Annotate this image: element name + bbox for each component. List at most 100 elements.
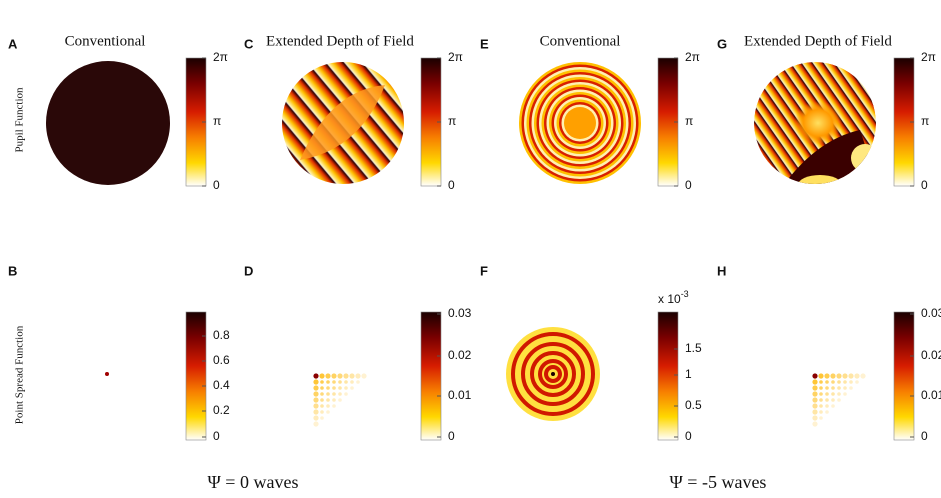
ring <box>521 342 585 406</box>
colorbar-tick: 0.01 <box>921 388 941 402</box>
colorbar-tick: 0.02 <box>448 348 472 362</box>
ring <box>511 332 595 416</box>
exponent-base: x 10 <box>658 292 681 306</box>
dot <box>320 398 324 402</box>
panel-title: Extended Depth of Field <box>266 33 414 49</box>
dot <box>332 404 336 408</box>
dot <box>831 392 835 396</box>
panel-label: F <box>480 263 488 278</box>
colorbar-tick: π <box>448 114 456 128</box>
dot <box>825 410 829 414</box>
dot <box>313 373 319 379</box>
colorbar-tick: π <box>921 114 929 128</box>
dot <box>825 392 829 396</box>
dot <box>313 415 319 421</box>
colorbar <box>185 311 207 441</box>
colorbar-tick: 0 <box>448 178 455 192</box>
dot <box>831 380 835 384</box>
dot <box>313 397 319 403</box>
colorbar-tick: 0.4 <box>213 378 230 392</box>
dot <box>326 392 330 396</box>
colorbar-tick: 0 <box>213 429 220 443</box>
panel-label: C <box>244 36 254 51</box>
dot <box>349 373 355 379</box>
dot <box>320 392 324 396</box>
colorbar-tick: 0 <box>921 178 928 192</box>
dot <box>313 409 319 415</box>
colorbar-tick: 0 <box>685 178 692 192</box>
dot <box>819 386 823 390</box>
dot <box>332 386 336 390</box>
dot <box>332 398 336 402</box>
ring <box>538 359 568 389</box>
ring <box>564 107 596 139</box>
dot <box>831 398 835 402</box>
dot <box>326 410 330 414</box>
panel-label: D <box>244 263 253 278</box>
dot <box>825 404 829 408</box>
dot <box>831 386 835 390</box>
colorbar-tick: 0.01 <box>448 388 472 402</box>
dot <box>848 373 854 379</box>
dot <box>818 373 824 379</box>
dot <box>812 403 818 409</box>
dot <box>320 404 324 408</box>
dot <box>849 380 853 384</box>
dot <box>843 380 847 384</box>
dot <box>812 397 818 403</box>
dot <box>812 409 818 415</box>
dot <box>824 373 830 379</box>
dot <box>819 392 823 396</box>
dot <box>837 392 841 396</box>
panel-label: B <box>8 263 17 278</box>
dot <box>837 380 841 384</box>
colorbar-tick: 0 <box>921 429 928 443</box>
dot <box>837 398 841 402</box>
dot <box>313 385 319 391</box>
dot <box>350 380 354 384</box>
colorbar <box>420 311 442 441</box>
dot <box>819 416 823 420</box>
dot <box>319 373 325 379</box>
colorbar-tick: π <box>685 114 693 128</box>
dot <box>843 392 847 396</box>
dot <box>320 380 324 384</box>
dot <box>326 386 330 390</box>
dot <box>326 404 330 408</box>
dot <box>331 373 337 379</box>
dot <box>830 373 836 379</box>
dot <box>338 398 342 402</box>
dot <box>812 421 818 427</box>
colorbar-tick: 0 <box>685 429 692 443</box>
colorbar-tick: 0 <box>213 178 220 192</box>
colorbar-tick: 0.5 <box>685 398 702 412</box>
colorbar-tick: 0.02 <box>921 348 941 362</box>
colorbar-tick: 1 <box>685 367 692 381</box>
dot <box>812 391 818 397</box>
dot <box>812 415 818 421</box>
dot <box>854 373 860 379</box>
ring <box>551 372 555 376</box>
dot <box>320 410 324 414</box>
dot <box>326 398 330 402</box>
panel-label: G <box>717 36 727 51</box>
dot <box>812 373 818 379</box>
dot <box>819 410 823 414</box>
dot <box>825 398 829 402</box>
dot <box>313 379 319 385</box>
dot <box>812 379 818 385</box>
ring <box>530 351 576 397</box>
dot <box>836 373 842 379</box>
row-label: Pupil Function <box>14 87 26 153</box>
colorbar <box>893 311 915 441</box>
dot <box>338 386 342 390</box>
dot <box>320 386 324 390</box>
colorbar-tick: 1.5 <box>685 341 702 355</box>
dot <box>355 373 361 379</box>
colorbar-tick: 2π <box>685 50 700 64</box>
dot <box>343 373 349 379</box>
caption: Ψ = -5 waves <box>670 472 767 492</box>
dot <box>825 386 829 390</box>
colorbar-tick: 0.8 <box>213 328 230 342</box>
